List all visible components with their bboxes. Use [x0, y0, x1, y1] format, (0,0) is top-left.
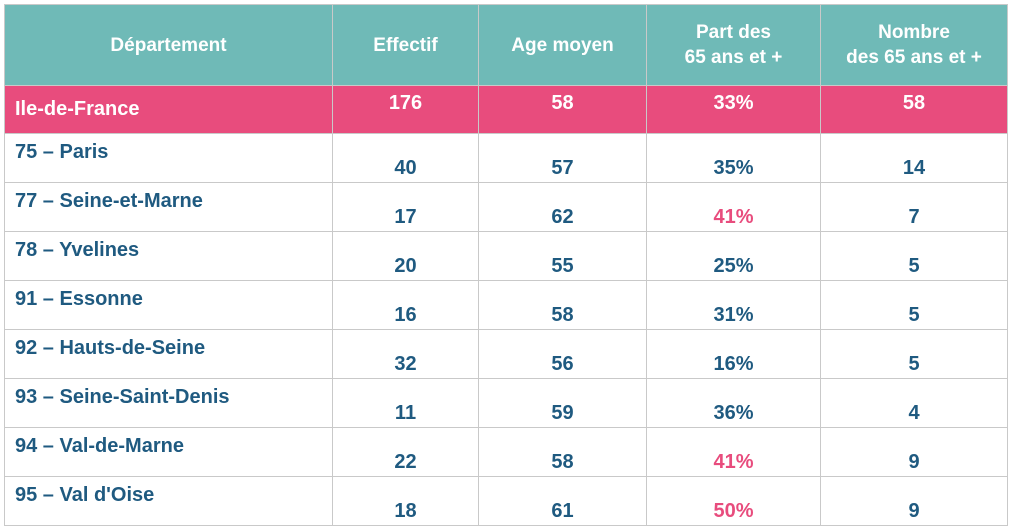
dept-nombre: 9 — [820, 427, 1008, 477]
table-row: 77 – Seine-et-Marne 17 62 41% 7 — [4, 182, 1008, 232]
region-nombre: 58 — [820, 85, 1008, 134]
header-age-moyen: Age moyen — [478, 4, 647, 86]
table-row: 94 – Val-de-Marne 22 58 41% 9 — [4, 427, 1008, 477]
dept-part: 35% — [646, 133, 821, 183]
table-row: 78 – Yvelines 20 55 25% 5 — [4, 231, 1008, 281]
dept-age: 59 — [478, 378, 647, 428]
dept-part: 41% — [646, 427, 821, 477]
dept-nombre: 9 — [820, 476, 1008, 526]
dept-nombre: 7 — [820, 182, 1008, 232]
dept-effectif: 40 — [332, 133, 479, 183]
dept-part: 31% — [646, 280, 821, 330]
header-part-65: Part des 65 ans et + — [646, 4, 821, 86]
table-row: 91 – Essonne 16 58 31% 5 — [4, 280, 1008, 330]
dept-name: 95 – Val d'Oise — [4, 476, 333, 526]
dept-nombre: 14 — [820, 133, 1008, 183]
department-stats-table: Département Effectif Age moyen Part des 6… — [4, 4, 1008, 526]
table-row: 93 – Seine-Saint-Denis 11 59 36% 4 — [4, 378, 1008, 428]
dept-part: 50% — [646, 476, 821, 526]
dept-effectif: 16 — [332, 280, 479, 330]
dept-nombre: 5 — [820, 280, 1008, 330]
dept-name: 94 – Val-de-Marne — [4, 427, 333, 477]
dept-name: 75 – Paris — [4, 133, 333, 183]
dept-effectif: 18 — [332, 476, 479, 526]
dept-nombre: 5 — [820, 329, 1008, 379]
region-effectif: 176 — [332, 85, 479, 134]
dept-age: 61 — [478, 476, 647, 526]
region-part: 33% — [646, 85, 821, 134]
header-nombre-65: Nombre des 65 ans et + — [820, 4, 1008, 86]
dept-name: 93 – Seine-Saint-Denis — [4, 378, 333, 428]
dept-effectif: 17 — [332, 182, 479, 232]
region-name: Ile-de-France — [4, 85, 333, 134]
dept-effectif: 22 — [332, 427, 479, 477]
stats-table-container: Département Effectif Age moyen Part des 6… — [4, 4, 1008, 526]
table-header-row: Département Effectif Age moyen Part des 6… — [4, 4, 1008, 86]
table-row: 92 – Hauts-de-Seine 32 56 16% 5 — [4, 329, 1008, 379]
dept-age: 57 — [478, 133, 647, 183]
dept-name: 92 – Hauts-de-Seine — [4, 329, 333, 379]
dept-effectif: 32 — [332, 329, 479, 379]
region-age: 58 — [478, 85, 647, 134]
dept-age: 58 — [478, 427, 647, 477]
table-row: 95 – Val d'Oise 18 61 50% 9 — [4, 476, 1008, 526]
dept-age: 55 — [478, 231, 647, 281]
dept-nombre: 4 — [820, 378, 1008, 428]
dept-nombre: 5 — [820, 231, 1008, 281]
dept-effectif: 11 — [332, 378, 479, 428]
dept-part: 36% — [646, 378, 821, 428]
region-total-row: Ile-de-France 176 58 33% 58 — [4, 85, 1008, 134]
dept-age: 62 — [478, 182, 647, 232]
dept-part: 41% — [646, 182, 821, 232]
dept-name: 91 – Essonne — [4, 280, 333, 330]
dept-name: 78 – Yvelines — [4, 231, 333, 281]
table-row: 75 – Paris 40 57 35% 14 — [4, 133, 1008, 183]
dept-age: 56 — [478, 329, 647, 379]
header-effectif: Effectif — [332, 4, 479, 86]
header-departement: Département — [4, 4, 333, 86]
dept-name: 77 – Seine-et-Marne — [4, 182, 333, 232]
dept-part: 25% — [646, 231, 821, 281]
dept-age: 58 — [478, 280, 647, 330]
dept-part: 16% — [646, 329, 821, 379]
dept-effectif: 20 — [332, 231, 479, 281]
